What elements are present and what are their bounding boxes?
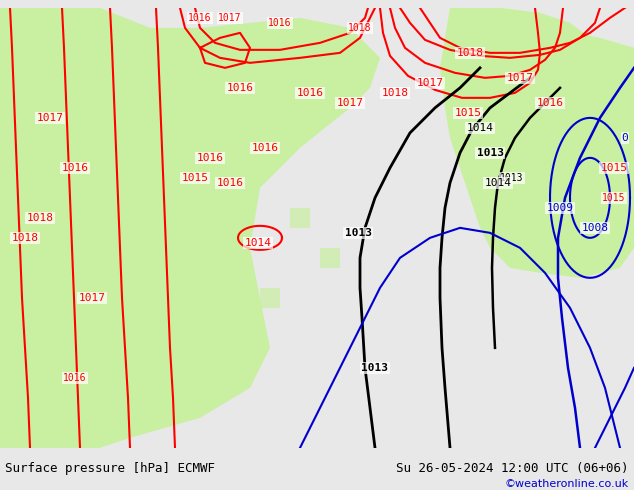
Text: 1018: 1018 (11, 233, 39, 243)
Text: 1014: 1014 (484, 178, 512, 188)
Text: 1015: 1015 (600, 163, 628, 173)
Text: 1018: 1018 (27, 213, 53, 223)
Text: 1008: 1008 (581, 223, 609, 233)
Text: 1014: 1014 (467, 123, 493, 133)
Text: 1016: 1016 (252, 143, 278, 153)
Text: 1016: 1016 (268, 18, 292, 28)
Polygon shape (290, 208, 310, 228)
Text: 1013: 1013 (477, 148, 503, 158)
Text: 1015: 1015 (455, 108, 481, 118)
Text: 1016: 1016 (536, 98, 564, 108)
Text: 1013: 1013 (500, 173, 524, 183)
Text: 1016: 1016 (216, 178, 243, 188)
Text: 1017: 1017 (37, 113, 63, 123)
Text: 1013: 1013 (361, 363, 389, 373)
Polygon shape (440, 8, 634, 278)
Polygon shape (450, 8, 600, 88)
Text: 1016: 1016 (297, 88, 323, 98)
Text: Surface pressure [hPa] ECMWF: Surface pressure [hPa] ECMWF (5, 462, 215, 475)
Text: 1013: 1013 (344, 228, 372, 238)
Text: 1015: 1015 (602, 193, 626, 203)
Text: 1017: 1017 (79, 293, 105, 303)
Text: 1017: 1017 (417, 78, 444, 88)
Text: 1018: 1018 (348, 23, 372, 33)
Text: 1014: 1014 (245, 238, 271, 248)
Polygon shape (0, 8, 380, 448)
Text: 1016: 1016 (63, 373, 87, 383)
Text: 1009: 1009 (547, 203, 574, 213)
Text: 1016: 1016 (197, 153, 224, 163)
Polygon shape (260, 288, 280, 308)
Text: ©weatheronline.co.uk: ©weatheronline.co.uk (505, 479, 629, 489)
Text: 1016: 1016 (226, 83, 254, 93)
Text: 0: 0 (621, 133, 628, 143)
Text: 1018: 1018 (456, 48, 484, 58)
Polygon shape (320, 248, 340, 268)
Text: 1015: 1015 (181, 173, 209, 183)
Text: 1018: 1018 (382, 88, 408, 98)
Text: 1017: 1017 (337, 98, 363, 108)
Text: 1016: 1016 (61, 163, 89, 173)
Text: 1017: 1017 (218, 13, 242, 23)
Text: 1017: 1017 (507, 73, 533, 83)
Text: 1016: 1016 (188, 13, 212, 23)
Text: Su 26-05-2024 12:00 UTC (06+06): Su 26-05-2024 12:00 UTC (06+06) (396, 462, 629, 475)
